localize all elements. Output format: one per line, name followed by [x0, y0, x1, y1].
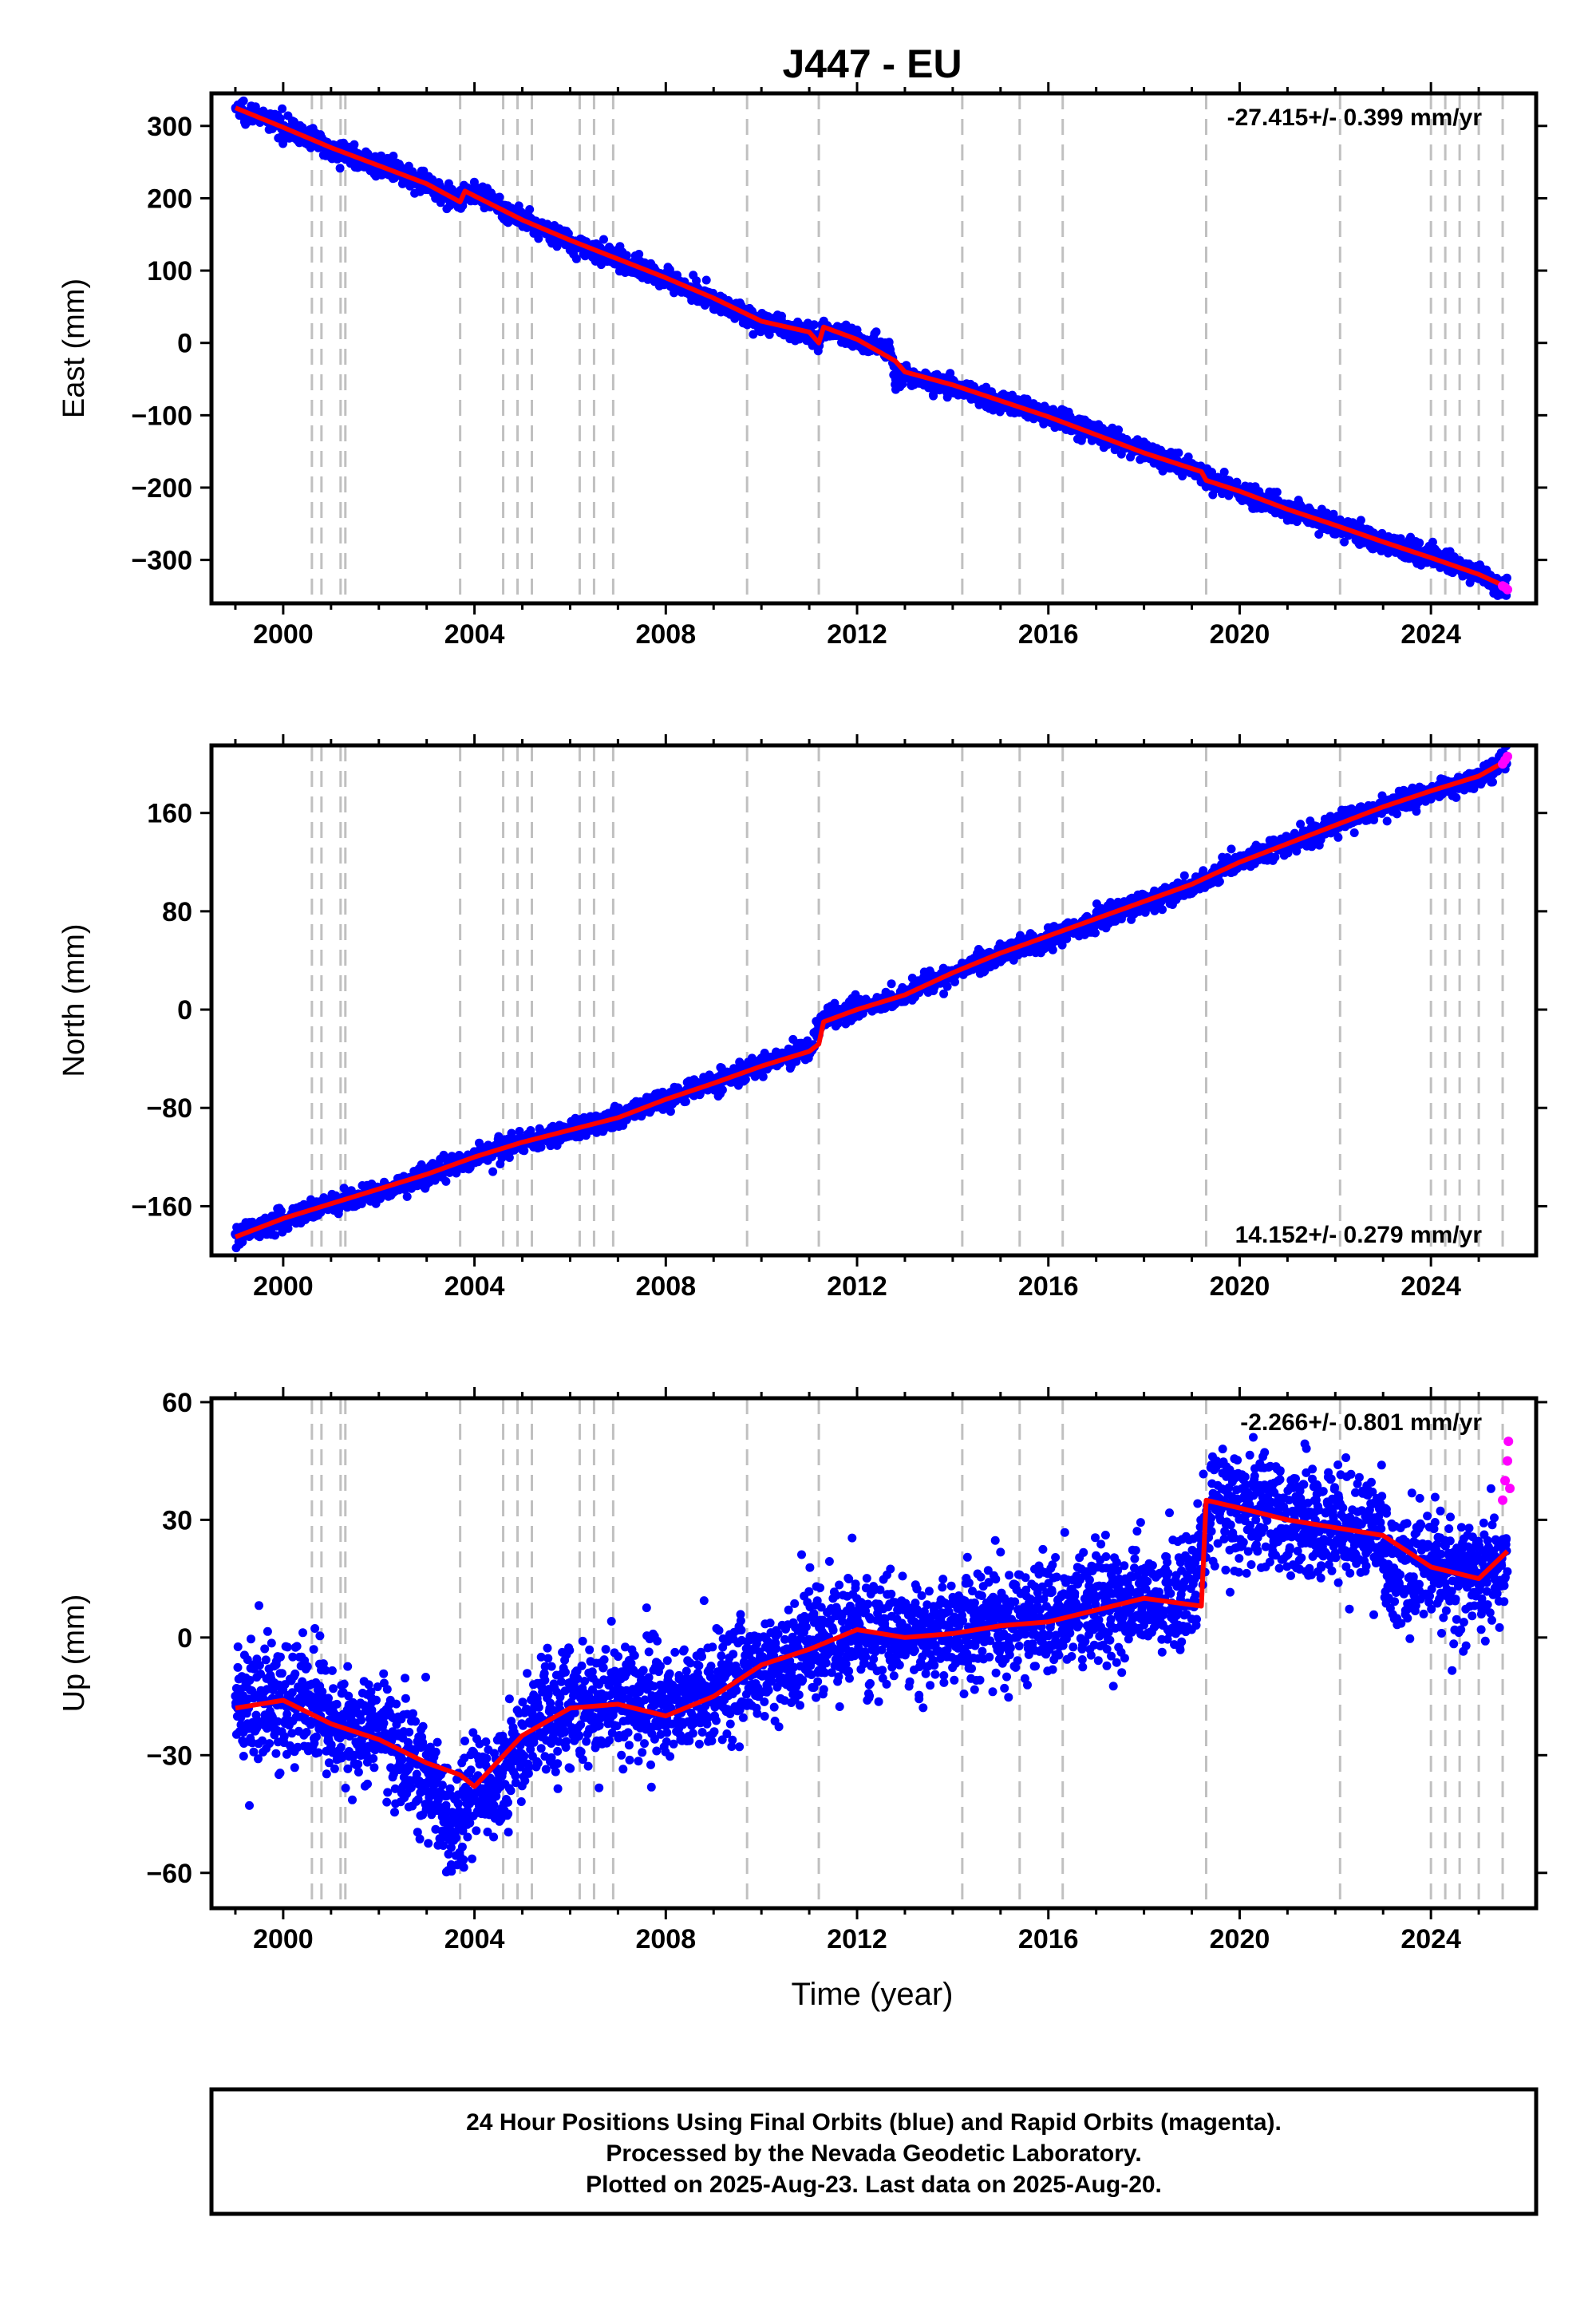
final-point — [871, 327, 881, 337]
final-point — [809, 320, 819, 330]
final-point — [1183, 453, 1193, 461]
final-point — [634, 250, 644, 259]
final-point — [681, 1097, 690, 1106]
x-tick-label-east: 2012 — [827, 619, 887, 650]
final-point — [1283, 848, 1293, 858]
final-point — [239, 96, 248, 105]
final-point — [1415, 538, 1424, 547]
final-point — [515, 1127, 524, 1136]
final-point — [504, 1153, 514, 1162]
final-point — [758, 1072, 768, 1081]
x-tick-label-east: 2024 — [1400, 619, 1461, 650]
final-point — [389, 152, 398, 160]
x-tick-label-east: 2008 — [635, 619, 696, 650]
final-point — [666, 1107, 675, 1117]
final-point — [495, 192, 504, 202]
final-point — [1340, 537, 1349, 547]
final-point — [1428, 537, 1437, 547]
final-point — [278, 104, 287, 113]
final-point — [1179, 871, 1189, 880]
chart-title: J447 - EU — [782, 41, 962, 86]
plot-area-north — [231, 745, 1513, 1255]
final-point — [898, 379, 907, 389]
final-point — [1296, 820, 1306, 829]
final-point — [1174, 449, 1183, 457]
final-point — [525, 205, 535, 214]
panel-east: 2000 2004 2008 2012 2016 2020 2024 300 200 100 0 −1… — [57, 82, 1547, 650]
final-point — [622, 251, 631, 260]
final-point — [1048, 945, 1057, 954]
final-point — [271, 1231, 280, 1240]
final-point — [276, 1206, 286, 1215]
y-axis-title-east: East (mm) — [57, 279, 91, 418]
final-point — [402, 1192, 412, 1201]
final-point — [929, 391, 938, 401]
final-point — [1270, 852, 1280, 862]
panels-group: 2000 2004 2008 2012 2016 2020 2024 300 200 100 0 −1… — [57, 82, 1547, 1954]
y-tick-label-east: −100 — [131, 401, 192, 431]
y-tick-label-east: 200 — [147, 184, 192, 214]
x-tick-label-east: 2020 — [1210, 619, 1270, 650]
panel-frame-east — [209, 91, 1539, 606]
final-point — [599, 235, 608, 244]
panel-north: 2000 2004 2008 2012 2016 2020 2024160800−80−16… — [57, 734, 1547, 1302]
final-point — [1091, 928, 1100, 938]
final-point — [887, 979, 896, 989]
final-point — [350, 140, 359, 149]
final-point — [1062, 934, 1072, 943]
y-tick-label-east: 0 — [177, 329, 192, 359]
y-tick-label-east: −200 — [131, 473, 192, 504]
final-point — [1215, 877, 1224, 887]
x-tick-label-east: 2004 — [444, 619, 505, 650]
final-point — [1114, 425, 1124, 435]
final-point — [335, 164, 345, 173]
final-point — [939, 989, 949, 998]
final-point — [777, 311, 786, 321]
final-point — [830, 998, 839, 1008]
final-point — [1227, 844, 1236, 854]
x-tick-label-east: 2016 — [1018, 619, 1079, 650]
final-point — [571, 254, 581, 263]
y-tick-label-east: 300 — [147, 112, 192, 142]
final-point — [665, 265, 674, 275]
y-tick-label-east: −300 — [131, 546, 192, 576]
final-point — [1356, 516, 1365, 525]
final-point — [1272, 488, 1282, 497]
final-point — [441, 1176, 451, 1186]
final-point — [1232, 477, 1242, 487]
plot-area-east — [231, 93, 1513, 603]
final-point — [717, 1085, 727, 1095]
final-point — [1219, 468, 1229, 476]
final-point — [534, 234, 543, 243]
model-line-east — [234, 105, 1509, 590]
rapid-point — [1503, 584, 1513, 595]
final-point — [741, 1075, 750, 1085]
final-point — [749, 330, 758, 339]
x-tick-label-east: 2000 — [253, 619, 314, 650]
final-point — [1502, 573, 1511, 583]
final-point — [950, 977, 959, 986]
final-point — [942, 982, 952, 991]
final-point — [488, 1167, 498, 1176]
final-point — [497, 1153, 507, 1163]
y-tick-label-east: 100 — [147, 256, 192, 287]
final-point — [701, 275, 711, 285]
rapid-orbit-points-east — [1498, 581, 1513, 595]
final-point — [519, 1146, 529, 1156]
rate-annotation-east: -27.415+/- 0.399 mm/yr — [1227, 105, 1483, 131]
final-point — [833, 1018, 843, 1028]
final-point — [1158, 905, 1167, 915]
final-point — [283, 1223, 293, 1233]
